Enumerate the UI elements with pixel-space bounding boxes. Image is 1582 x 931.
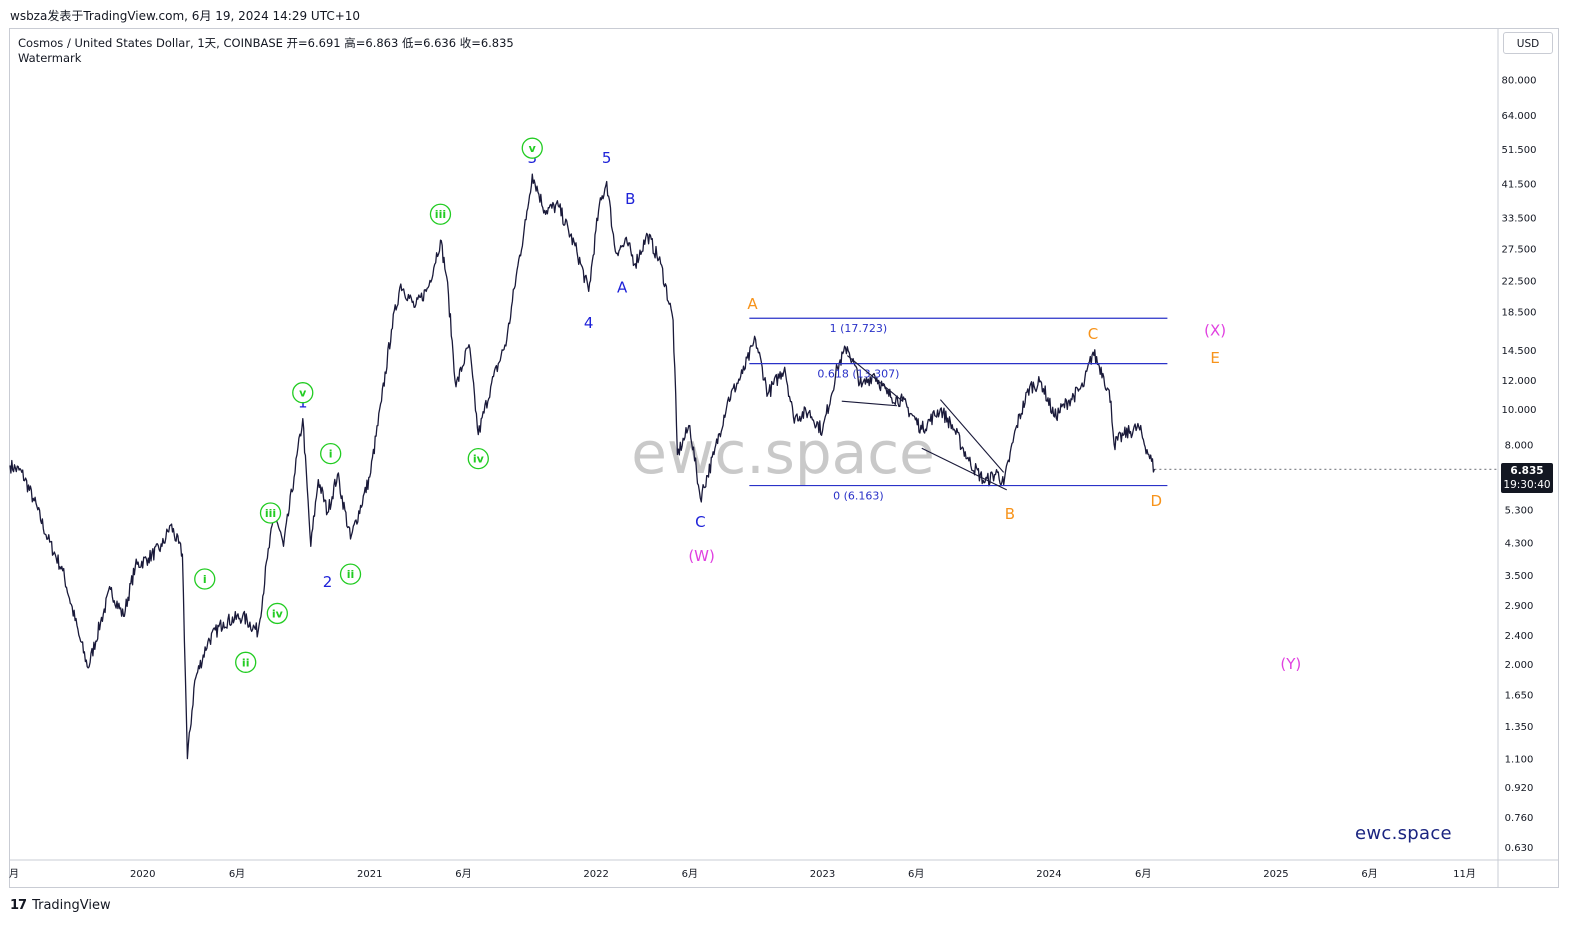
publish-info: wsbza发表于TradingView.com, 6月 19, 2024 14:…	[10, 9, 361, 23]
wave-circle-marker[interactable]	[339, 563, 362, 585]
y-tick-label: 80.000	[1502, 75, 1537, 86]
wave-circle-marker[interactable]	[194, 568, 216, 590]
x-tick-label: 月	[9, 868, 19, 880]
trend-line[interactable]	[841, 400, 898, 407]
last-price-tag: 6.835 19:30:40	[1501, 463, 1553, 493]
x-tick-label: 2025	[1263, 869, 1288, 880]
y-tick-label: 1.350	[1505, 722, 1534, 733]
x-tick-label: 6月	[1135, 868, 1151, 880]
wave-label-green: iv	[272, 607, 284, 620]
y-tick-label: 64.000	[1502, 111, 1537, 122]
x-tick-label: 6月	[455, 868, 471, 880]
footer-brand: TradingView	[32, 898, 111, 913]
footer[interactable]: 17 TradingView	[10, 898, 111, 913]
x-tick-label: 2024	[1036, 869, 1061, 880]
wave-label-magenta[interactable]: (W)	[688, 547, 715, 565]
y-tick-label: 14.500	[1502, 346, 1537, 357]
x-tick-label: 6月	[229, 868, 245, 880]
y-tick-label: 8.000	[1505, 440, 1534, 451]
wave-label-orange[interactable]: A	[747, 295, 758, 313]
wave-label-blue[interactable]: 4	[584, 314, 594, 332]
x-tick-label: 6月	[908, 868, 924, 880]
trend-line[interactable]	[939, 399, 1005, 473]
wave-circle-marker[interactable]	[266, 602, 288, 625]
trend-line[interactable]	[921, 447, 1007, 491]
wave-label-green: v	[529, 142, 537, 155]
x-tick-label: 2020	[130, 869, 155, 880]
y-tick-label: 18.500	[1502, 307, 1537, 318]
bar-countdown: 19:30:40	[1503, 479, 1551, 491]
y-tick-label: 27.500	[1502, 245, 1537, 256]
x-tick-label: 6月	[1361, 868, 1377, 880]
y-tick-label: 0.760	[1505, 813, 1534, 824]
price-series-line[interactable]	[9, 173, 1156, 760]
y-tick-label: 5.300	[1505, 505, 1534, 516]
wave-label-green: i	[329, 448, 333, 461]
x-tick-label: 2022	[583, 869, 608, 880]
wave-label-green: iv	[473, 453, 485, 466]
wave-label-green: iii	[435, 208, 446, 221]
brand-watermark: ewc.space	[1355, 823, 1452, 844]
y-tick-label: 2.400	[1505, 631, 1534, 642]
y-tick-label: 2.000	[1505, 660, 1534, 671]
wave-label-orange[interactable]: C	[1088, 325, 1098, 343]
y-tick-label: 0.630	[1505, 843, 1534, 854]
y-tick-label: 4.300	[1505, 539, 1534, 550]
last-price-value: 6.835	[1510, 465, 1544, 477]
symbol-legend[interactable]: Cosmos / United States Dollar, 1天, COINB…	[18, 36, 514, 50]
y-tick-label: 1.100	[1505, 755, 1534, 766]
wave-label-blue[interactable]: 5	[602, 149, 612, 167]
wave-label-green: ii	[347, 568, 355, 581]
wave-label-blue[interactable]: A	[617, 279, 628, 297]
wave-label-orange[interactable]: B	[1005, 505, 1015, 523]
y-tick-label: 22.500	[1502, 276, 1537, 287]
wave-label-magenta[interactable]: (Y)	[1280, 655, 1301, 673]
wave-circle-marker[interactable]	[467, 447, 489, 470]
trend-line[interactable]	[846, 355, 903, 402]
fib-level-label: 0.618 (13.307)	[817, 368, 899, 381]
wave-label-magenta[interactable]: (X)	[1204, 322, 1226, 340]
wave-label-green: ii	[242, 656, 250, 669]
fib-level-label: 1 (17.723)	[830, 322, 888, 335]
wave-label-blue[interactable]: C	[695, 513, 705, 531]
wave-label-orange[interactable]: E	[1210, 349, 1219, 367]
fib-level-label: 0 (6.163)	[833, 490, 884, 503]
wave-circle-marker[interactable]	[429, 203, 452, 225]
wave-circle-marker[interactable]	[235, 651, 257, 673]
x-tick-label: 6月	[682, 868, 698, 880]
chart-frame	[9, 28, 1559, 888]
wave-label-blue[interactable]: 2	[323, 573, 333, 591]
wave-circle-marker[interactable]	[259, 502, 282, 524]
wave-circle-marker[interactable]	[320, 442, 342, 465]
y-tick-label: 1.650	[1505, 690, 1534, 701]
y-tick-label: 41.500	[1502, 179, 1537, 190]
currency-button[interactable]: USD	[1503, 32, 1553, 54]
y-tick-label: 2.900	[1505, 601, 1534, 612]
center-watermark: ewc.space	[631, 419, 935, 487]
wave-label-orange[interactable]: D	[1150, 492, 1162, 510]
wave-circle-marker[interactable]	[521, 137, 543, 159]
y-tick-label: 3.500	[1505, 571, 1534, 582]
y-tick-label: 33.500	[1502, 213, 1537, 224]
y-tick-label: 12.000	[1502, 376, 1537, 387]
y-tick-label: 0.920	[1505, 783, 1534, 794]
wave-label-green: iii	[265, 507, 276, 520]
wave-label-blue[interactable]: B	[625, 190, 635, 208]
y-tick-label: 10.000	[1502, 405, 1537, 416]
study-legend[interactable]: Watermark	[18, 51, 82, 65]
tradingview-logo-icon: 17	[10, 898, 27, 913]
wave-label-green: v	[299, 387, 307, 400]
x-tick-label: 2021	[357, 869, 382, 880]
wave-circle-marker[interactable]	[292, 382, 314, 404]
x-tick-label: 11月	[1453, 868, 1476, 880]
y-tick-label: 51.500	[1502, 145, 1537, 156]
x-tick-label: 2023	[810, 869, 835, 880]
wave-label-green: i	[203, 573, 207, 586]
